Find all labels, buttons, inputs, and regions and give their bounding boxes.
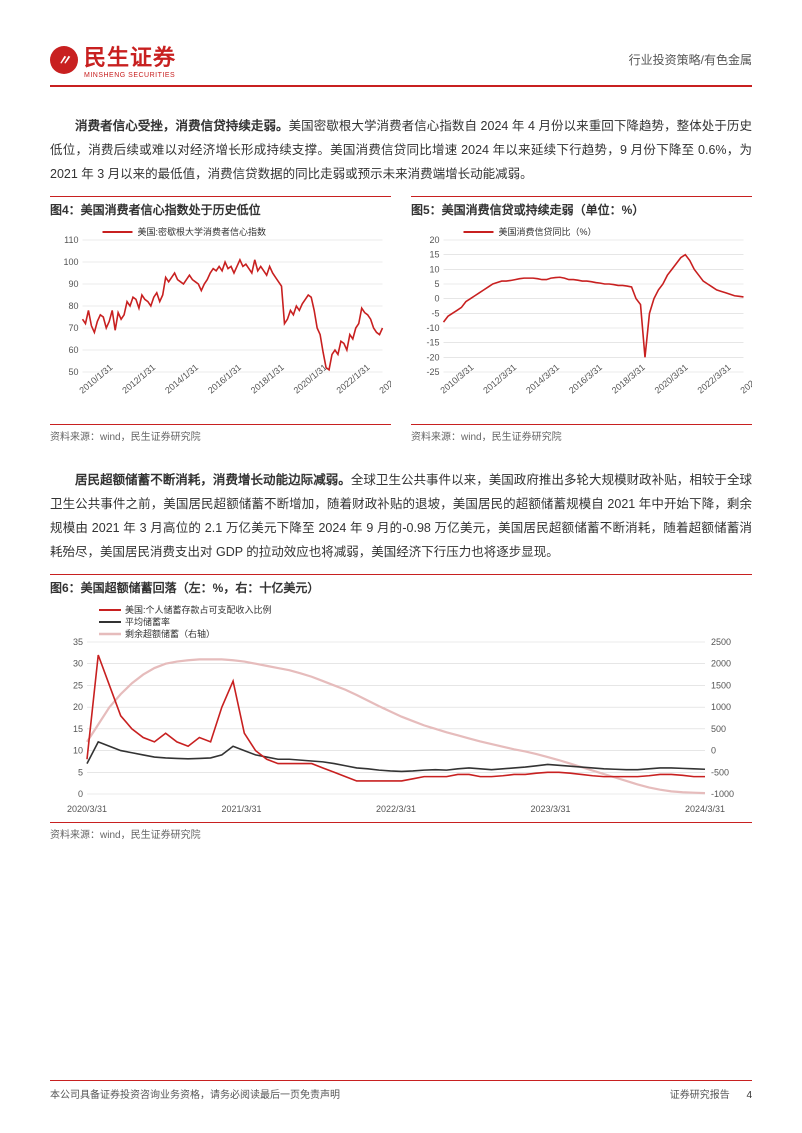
svg-text:20: 20 — [429, 235, 439, 245]
paragraph-2: 居民超额储蓄不断消耗，消费增长动能边际减弱。全球卫生公共事件以来，美国政府推出多… — [50, 469, 752, 564]
svg-text:2020/3/31: 2020/3/31 — [67, 804, 107, 814]
svg-text:2024/3/31: 2024/3/31 — [685, 804, 725, 814]
svg-text:2022/3/31: 2022/3/31 — [696, 362, 733, 395]
svg-text:-500: -500 — [711, 768, 729, 778]
svg-text:2000: 2000 — [711, 659, 731, 669]
svg-text:0: 0 — [78, 789, 83, 799]
chart6-title: 图6：美国超额储蓄回落（左：%，右：十亿美元） — [50, 574, 752, 596]
svg-text:30: 30 — [73, 659, 83, 669]
svg-text:15: 15 — [429, 250, 439, 260]
svg-text:1500: 1500 — [711, 681, 731, 691]
chart6-block: 图6：美国超额储蓄回落（左：%，右：十亿美元） 0 5 10 15 20 25 30 35 -1… — [50, 574, 752, 841]
svg-text:-10: -10 — [426, 323, 439, 333]
svg-text:剩余超额储蓄（右轴）: 剩余超额储蓄（右轴） — [125, 628, 215, 639]
svg-text:1000: 1000 — [711, 702, 731, 712]
svg-text:2018/3/31: 2018/3/31 — [610, 362, 647, 395]
footer-label: 证券研究报告 — [670, 1090, 730, 1101]
svg-text:-15: -15 — [426, 338, 439, 348]
chart5-canvas: -25 -20 -15 -10 -5 0 5 10 15 20 2010/3/312012/3/31… — [411, 222, 752, 422]
svg-text:90: 90 — [68, 279, 78, 289]
page-header: 〃 民生证券 MINSHENG SECURITIES 行业投资策略/有色金属 — [50, 40, 752, 87]
svg-text:2024/1/31: 2024/1/31 — [377, 362, 391, 395]
svg-text:2012/3/31: 2012/3/31 — [481, 362, 518, 395]
svg-text:平均储蓄率: 平均储蓄率 — [125, 616, 170, 627]
svg-text:500: 500 — [711, 724, 726, 734]
svg-text:80: 80 — [68, 301, 78, 311]
logo-text-cn: 民生证券 — [84, 40, 176, 72]
svg-text:美国消费信贷同比（%）: 美国消费信贷同比（%） — [499, 226, 597, 237]
chart5-source: 资料来源：wind，民生证券研究院 — [411, 424, 752, 443]
svg-text:2012/1/31: 2012/1/31 — [120, 362, 157, 395]
svg-text:0: 0 — [434, 294, 439, 304]
svg-text:2022/3/31: 2022/3/31 — [376, 804, 416, 814]
svg-text:5: 5 — [434, 279, 439, 289]
svg-text:50: 50 — [68, 367, 78, 377]
svg-text:2023/3/31: 2023/3/31 — [530, 804, 570, 814]
para2-lead: 居民超额储蓄不断消耗，消费增长动能边际减弱。 — [75, 473, 351, 487]
svg-text:10: 10 — [429, 265, 439, 275]
svg-text:35: 35 — [73, 637, 83, 647]
svg-text:20: 20 — [73, 702, 83, 712]
svg-text:美国:密歇根大学消费者信心指数: 美国:密歇根大学消费者信心指数 — [138, 226, 267, 237]
svg-text:110: 110 — [64, 235, 78, 245]
chart4-block: 图4：美国消费者信心指数处于历史低位 50 60 70 80 90 100 110 2010/… — [50, 196, 391, 443]
chart4-title: 图4：美国消费者信心指数处于历史低位 — [50, 196, 391, 218]
svg-text:-20: -20 — [426, 353, 439, 363]
svg-text:-1000: -1000 — [711, 789, 734, 799]
svg-text:2500: 2500 — [711, 637, 731, 647]
svg-text:60: 60 — [68, 345, 78, 355]
svg-text:2016/3/31: 2016/3/31 — [567, 362, 604, 395]
svg-text:25: 25 — [73, 681, 83, 691]
charts-row-1: 图4：美国消费者信心指数处于历史低位 50607080901001102010/… — [50, 196, 752, 443]
svg-text:2010/3/31: 2010/3/31 — [438, 362, 475, 395]
logo-text-en: MINSHENG SECURITIES — [84, 72, 176, 79]
chart4-canvas: 50 60 70 80 90 100 110 2010/1/312012/1/312014/1… — [50, 222, 391, 422]
svg-text:2018/1/31: 2018/1/31 — [249, 362, 286, 395]
company-logo: 〃 民生证券 MINSHENG SECURITIES — [50, 40, 176, 79]
svg-text:2022/1/31: 2022/1/31 — [335, 362, 372, 395]
svg-text:2020/1/31: 2020/1/31 — [292, 362, 329, 395]
svg-text:2021/3/31: 2021/3/31 — [221, 804, 261, 814]
chart5-title: 图5：美国消费信贷或持续走弱（单位：%） — [411, 196, 752, 218]
para1-lead: 消费者信心受挫，消费信贷持续走弱。 — [75, 119, 289, 133]
svg-text:5: 5 — [78, 768, 83, 778]
svg-text:2024/3/31: 2024/3/31 — [738, 362, 752, 395]
svg-text:100: 100 — [63, 257, 78, 267]
footer-disclaimer: 本公司具备证券投资咨询业务资格，请务必阅读最后一页免责声明 — [50, 1086, 340, 1101]
chart5-block: 图5：美国消费信贷或持续走弱（单位：%） -25 -20 -15 -10 -5 0 5 10 1… — [411, 196, 752, 443]
svg-text:-5: -5 — [431, 309, 439, 319]
svg-text:2014/1/31: 2014/1/31 — [163, 362, 200, 395]
svg-text:2010/1/31: 2010/1/31 — [77, 362, 114, 395]
svg-text:2020/3/31: 2020/3/31 — [653, 362, 690, 395]
svg-text:10: 10 — [73, 746, 83, 756]
svg-text:2016/1/31: 2016/1/31 — [206, 362, 243, 395]
svg-text:15: 15 — [73, 724, 83, 734]
header-category: 行业投资策略/有色金属 — [629, 51, 752, 68]
svg-text:0: 0 — [711, 746, 716, 756]
chart4-source: 资料来源：wind，民生证券研究院 — [50, 424, 391, 443]
page-number: 4 — [746, 1090, 752, 1101]
page-footer: 本公司具备证券投资咨询业务资格，请务必阅读最后一页免责声明 证券研究报告 4 — [50, 1080, 752, 1101]
svg-text:2014/3/31: 2014/3/31 — [524, 362, 561, 395]
chart6-source: 资料来源：wind，民生证券研究院 — [50, 822, 752, 841]
svg-text:-25: -25 — [426, 367, 439, 377]
logo-mark-icon: 〃 — [50, 46, 78, 74]
svg-text:70: 70 — [68, 323, 78, 333]
chart6-canvas: 0 5 10 15 20 25 30 35 -1000 -500 0 500 1000 1500 2000 2… — [50, 600, 752, 820]
svg-text:美国:个人储蓄存款占可支配收入比例: 美国:个人储蓄存款占可支配收入比例 — [125, 604, 272, 615]
paragraph-1: 消费者信心受挫，消费信贷持续走弱。美国密歇根大学消费者信心指数自 2024 年 … — [50, 115, 752, 186]
